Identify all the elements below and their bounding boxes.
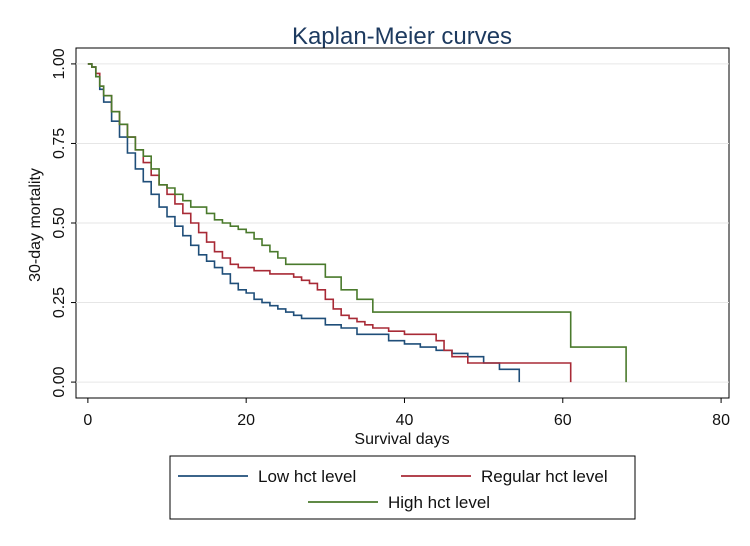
y-tick-label: 0.00 — [51, 366, 68, 397]
y-axis-title: 30-day mortality — [27, 168, 44, 282]
x-tick-label: 40 — [396, 412, 414, 429]
y-axis: 0.00 0.25 0.50 0.75 1.00 — [51, 48, 76, 398]
legend: Low hct level Regular hct level High hct… — [169, 455, 636, 520]
x-tick-label: 20 — [237, 412, 255, 429]
series-line-low-hct — [87, 63, 521, 383]
chart-title: Kaplan-Meier curves — [292, 23, 512, 50]
y-tick-label: 0.75 — [51, 128, 68, 159]
x-tick-label: 60 — [554, 412, 572, 429]
series-line-high-hct — [87, 63, 627, 383]
legend-label-low-hct: Low hct level — [258, 467, 356, 486]
y-tick-label: 0.50 — [51, 207, 68, 238]
series-layer — [87, 63, 627, 383]
legend-box — [169, 455, 636, 520]
x-axis: 0 20 40 60 80 — [83, 398, 730, 429]
x-tick-label: 0 — [83, 412, 92, 429]
legend-label-high-hct: High hct level — [388, 493, 490, 512]
y-tick-label: 1.00 — [51, 48, 68, 79]
x-axis-title: Survival days — [354, 431, 449, 448]
legend-label-regular-hct: Regular hct level — [481, 467, 608, 486]
y-tick-label: 0.25 — [51, 287, 68, 318]
gridlines — [76, 63, 729, 383]
x-tick-label: 80 — [712, 412, 730, 429]
